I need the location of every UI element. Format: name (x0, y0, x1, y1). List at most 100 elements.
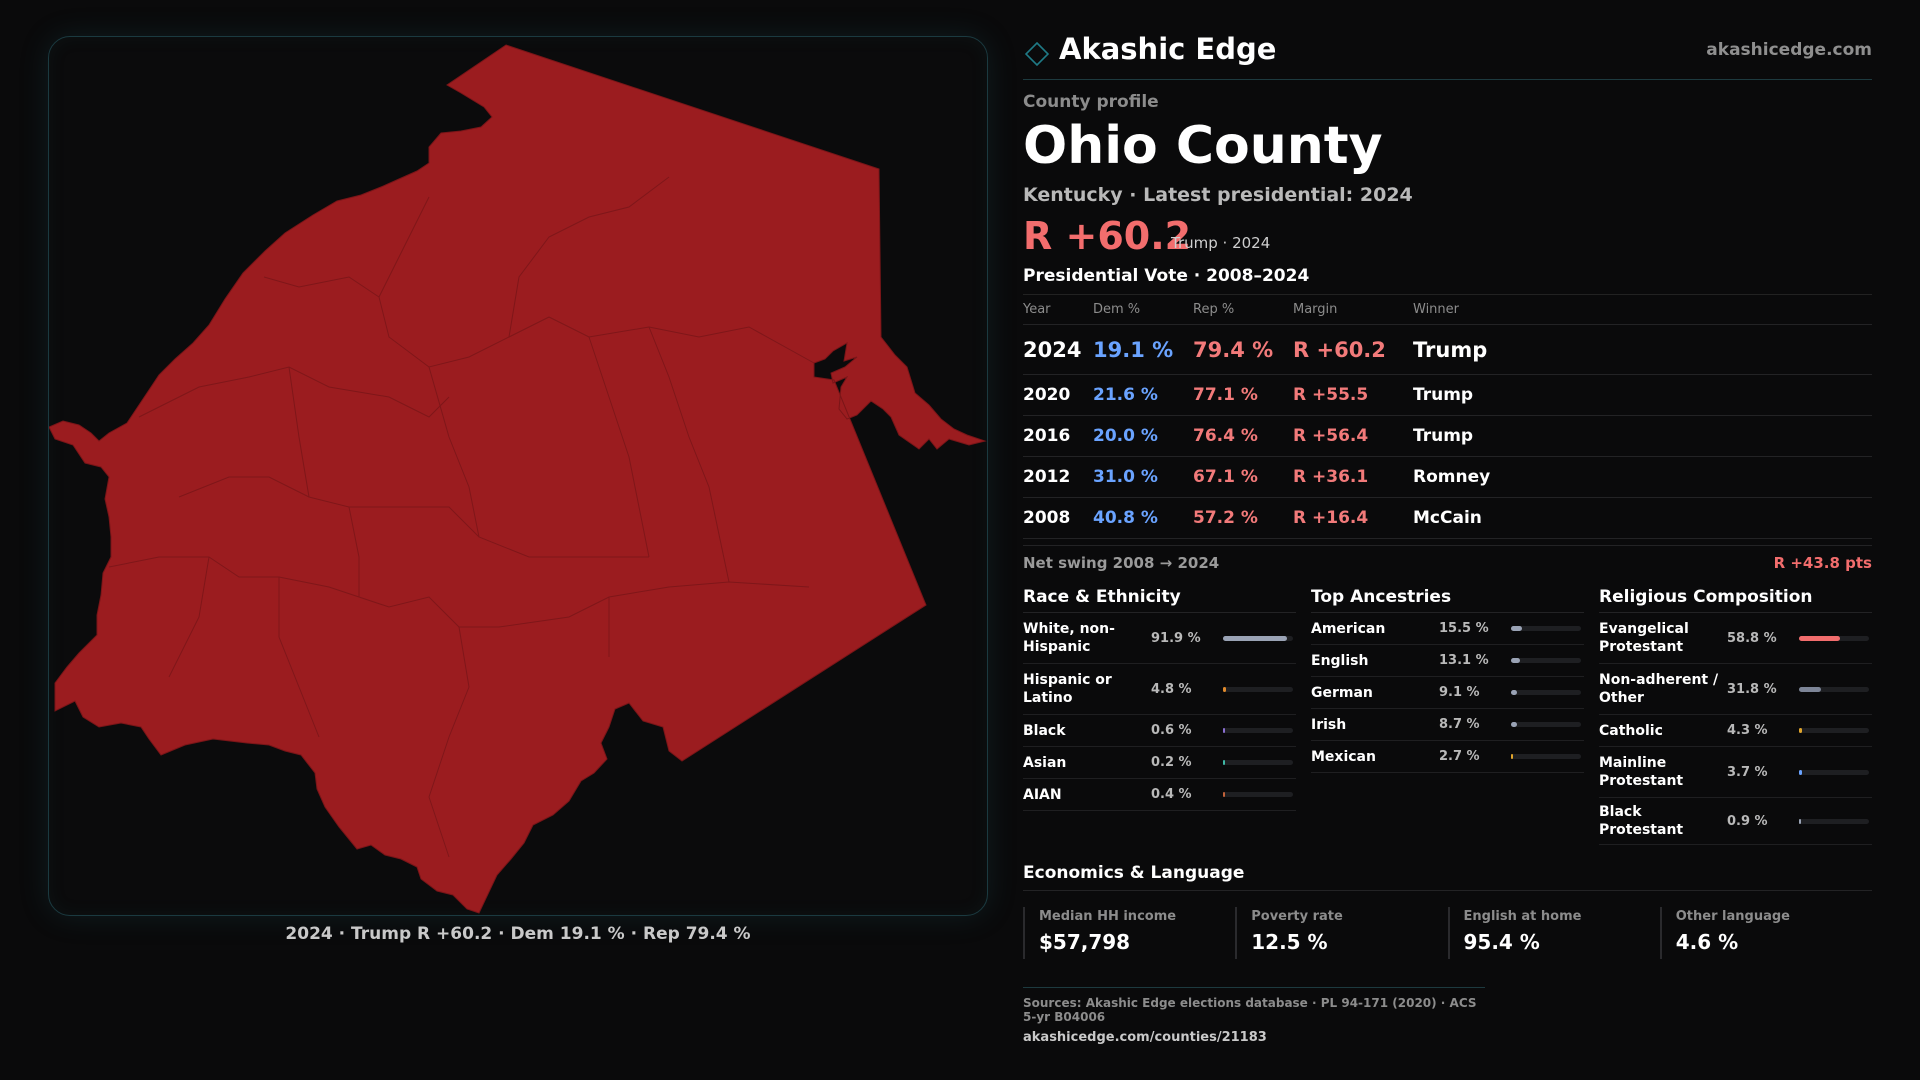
item-label: Mainline Protestant (1599, 755, 1684, 789)
cell-dem: 31.0 % (1093, 467, 1158, 487)
item-label: Irish (1311, 716, 1347, 733)
item-bar (1511, 722, 1581, 727)
county-map[interactable] (48, 36, 988, 916)
stat-value: 4.6 % (1675, 930, 1739, 954)
stat-label: English at home (1463, 909, 1582, 924)
col-winner: Winner (1413, 302, 1460, 317)
cell-year: 2016 (1023, 426, 1071, 446)
cell-rep: 79.4 % (1193, 337, 1274, 362)
list-item: White, non-Hispanic 91.9 % (1023, 613, 1296, 664)
county-shape[interactable] (49, 44, 987, 914)
county-link[interactable]: akashicedge.com/counties/21183 (1023, 1030, 1267, 1045)
table-row[interactable]: 2020 21.6 % 77.1 % R +55.5 Trump (1023, 375, 1872, 416)
list-item: Catholic 4.3 % (1599, 715, 1872, 747)
profile-panel: Akashic Edge akashicedge.com County prof… (1023, 28, 1872, 1045)
stat-card-other-language: Other language 4.6 % (1659, 907, 1872, 959)
item-label: English (1311, 652, 1369, 669)
item-label: White, non-Hispanic (1023, 621, 1115, 655)
cell-winner: Romney (1413, 467, 1491, 487)
item-value: 9.1 % (1439, 685, 1480, 700)
item-label: Asian (1023, 754, 1067, 771)
item-bar (1799, 635, 1869, 641)
race-title: Race & Ethnicity (1023, 581, 1296, 613)
item-label: German (1311, 684, 1373, 701)
table-row[interactable]: 2016 20.0 % 76.4 % R +56.4 Trump (1023, 416, 1872, 457)
item-label: AIAN (1023, 786, 1062, 803)
religion-title: Religious Composition (1599, 581, 1872, 613)
item-bar (1223, 686, 1293, 692)
stat-label: Poverty rate (1251, 909, 1343, 924)
item-bar-fill (1223, 686, 1227, 692)
page-title: Ohio County (1023, 116, 1383, 176)
vote-table-header: Year Dem % Rep % Margin Winner (1023, 295, 1872, 325)
cell-margin: R +60.2 (1293, 337, 1386, 362)
item-bar-fill (1223, 728, 1225, 733)
list-item: Evangelical Protestant 58.8 % (1599, 613, 1872, 664)
item-bar (1511, 658, 1581, 663)
diamond-icon (1025, 42, 1049, 66)
list-item: Mexican 2.7 % (1311, 741, 1584, 773)
item-bar-fill (1799, 769, 1802, 775)
cell-dem: 21.6 % (1093, 385, 1158, 405)
item-bar (1223, 792, 1293, 797)
item-label: Evangelical Protestant (1599, 621, 1689, 655)
item-value: 3.7 % (1727, 764, 1768, 780)
table-row[interactable]: 2024 19.1 % 79.4 % R +60.2 Trump (1023, 325, 1872, 375)
list-item: Mainline Protestant 3.7 % (1599, 747, 1872, 798)
list-item: AIAN 0.4 % (1023, 779, 1296, 811)
cell-margin: R +36.1 (1293, 467, 1369, 487)
item-bar-fill (1223, 635, 1288, 641)
item-value: 31.8 % (1727, 681, 1777, 697)
cell-year: 2008 (1023, 508, 1071, 528)
item-label: Black Protestant (1599, 804, 1684, 838)
cell-year: 2012 (1023, 467, 1071, 487)
item-value: 58.8 % (1727, 630, 1777, 646)
ancestries-panel: Top Ancestries American 15.5 % English 1… (1311, 581, 1584, 845)
item-label: Hispanic or Latino (1023, 672, 1112, 706)
col-rep: Rep % (1193, 302, 1235, 317)
swing-label: Net swing 2008 → 2024 (1023, 554, 1220, 572)
item-label: Black (1023, 722, 1066, 739)
stat-label: Median HH income (1039, 909, 1177, 924)
item-bar-fill (1223, 760, 1225, 765)
cell-winner: Trump (1413, 337, 1488, 362)
ancestry-title: Top Ancestries (1311, 581, 1584, 613)
item-value: 4.8 % (1151, 681, 1192, 697)
headline-note: Trump · 2024 (1171, 234, 1271, 252)
item-bar-fill (1223, 792, 1225, 797)
brand-link[interactable]: akashicedge.com (1706, 40, 1872, 60)
list-item: Black 0.6 % (1023, 715, 1296, 747)
swing-value: R +43.8 pts (1773, 554, 1872, 572)
cell-year: 2024 (1023, 337, 1082, 362)
item-bar (1511, 754, 1581, 759)
footer: Sources: Akashic Edge elections database… (1023, 987, 1485, 1045)
item-bar (1223, 728, 1293, 733)
list-item: Non-adherent / Other 31.8 % (1599, 664, 1872, 715)
item-label: Mexican (1311, 748, 1376, 765)
table-row[interactable]: 2008 40.8 % 57.2 % R +16.4 McCain (1023, 498, 1872, 539)
table-row[interactable]: 2012 31.0 % 67.1 % R +36.1 Romney (1023, 457, 1872, 498)
item-value: 91.9 % (1151, 630, 1201, 646)
stat-value: 12.5 % (1251, 930, 1328, 954)
item-bar (1223, 635, 1293, 641)
item-bar-fill (1799, 686, 1822, 692)
item-bar (1799, 769, 1869, 775)
item-bar-fill (1511, 722, 1518, 727)
cell-dem: 20.0 % (1093, 426, 1158, 446)
item-bar-fill (1799, 728, 1802, 733)
demographics: Race & Ethnicity White, non-Hispanic 91.… (1023, 581, 1872, 845)
item-value: 15.5 % (1439, 621, 1489, 636)
item-bar (1223, 760, 1293, 765)
list-item: Asian 0.2 % (1023, 747, 1296, 779)
stat-card-income: Median HH income $57,798 (1023, 907, 1235, 959)
brand-name: Akashic Edge (1059, 32, 1277, 66)
vote-section-title: Presidential Vote · 2008–2024 (1023, 266, 1310, 286)
net-swing: Net swing 2008 → 2024 R +43.8 pts (1023, 545, 1872, 575)
cell-dem: 19.1 % (1093, 337, 1174, 362)
cell-winner: Trump (1413, 385, 1474, 405)
item-bar (1511, 690, 1581, 695)
stat-value: 95.4 % (1463, 930, 1540, 954)
col-dem: Dem % (1093, 302, 1141, 317)
stat-card-english: English at home 95.4 % (1447, 907, 1660, 959)
col-year: Year (1023, 302, 1051, 317)
